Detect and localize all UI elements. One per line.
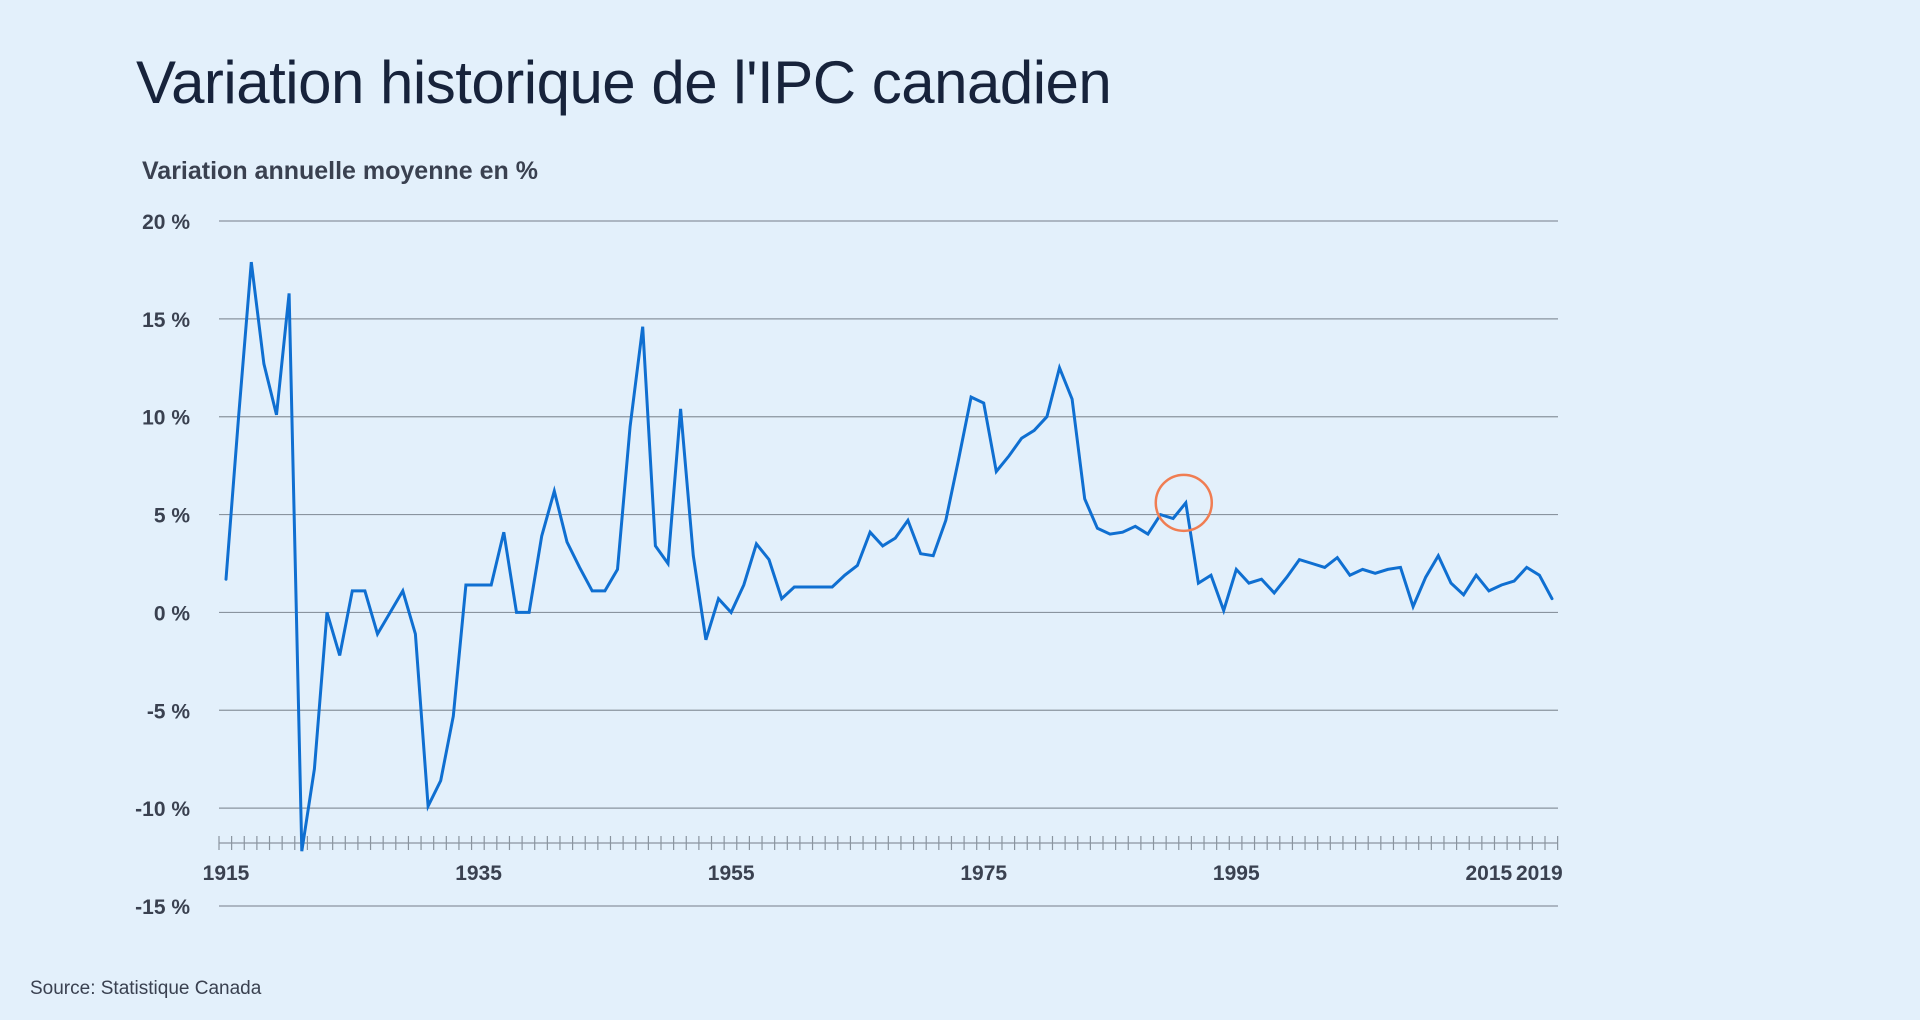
- y-tick-label: 15 %: [142, 309, 190, 332]
- chart-title: Variation historique de l'IPC canadien: [136, 49, 1112, 116]
- series-layer: [224, 261, 1554, 852]
- y-axis-ticks: 20 % 15 % 10 % 5 % 0 % -5 % -10 % -15 %: [135, 211, 190, 919]
- x-tick-label: 2015: [1465, 862, 1512, 885]
- source-note: Source: Statistique Canada: [30, 978, 262, 999]
- x-tick-label: 1935: [455, 862, 502, 885]
- x-tick-label: 1995: [1213, 862, 1260, 885]
- y-tick-label: -5 %: [147, 700, 191, 723]
- highlight-layer: [1154, 473, 1214, 533]
- x-tick-label: 1975: [960, 862, 1007, 885]
- y-axis-label: Variation annuelle moyenne en %: [142, 157, 538, 185]
- gridlines: [219, 220, 1558, 907]
- y-tick-label: -10 %: [135, 798, 190, 821]
- x-tick-label: 1915: [203, 862, 250, 885]
- y-tick-label: -15 %: [135, 896, 190, 919]
- series-line: [224, 261, 1554, 852]
- highlight-circle: [1154, 473, 1214, 533]
- x-axis: 1915 1935 1955 1975 1995 2015 2019: [203, 836, 1563, 885]
- y-tick-label: 5 %: [154, 505, 191, 528]
- y-tick-label: 0 %: [154, 602, 191, 625]
- x-tick-label: 1955: [708, 862, 755, 885]
- y-tick-label: 20 %: [142, 211, 190, 234]
- y-tick-label: 10 %: [142, 407, 190, 430]
- x-tick-label: 2019: [1516, 862, 1563, 885]
